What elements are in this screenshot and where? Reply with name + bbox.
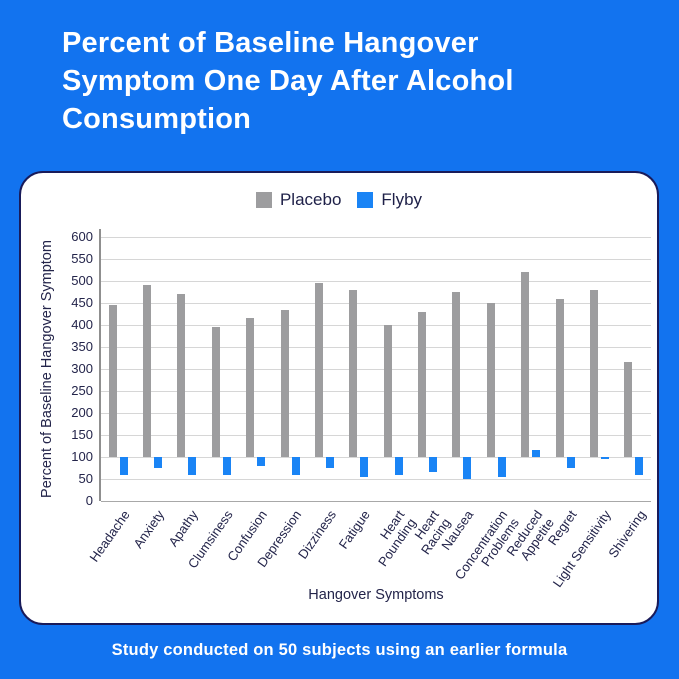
bar-placebo-concentration-problems [486,303,495,457]
gridline-300 [101,368,651,370]
y-tick-label-450: 450 [71,295,93,310]
legend-label-flyby: Flyby [381,190,423,209]
y-tick-label-600: 600 [71,229,93,244]
y-tick-label-500: 500 [71,273,93,288]
bar-placebo-clumsiness [211,327,220,457]
bar-flyby-clumsiness [222,457,231,475]
x-tick-label-fatigue: Fatigue [336,507,374,552]
gridline-200 [101,412,651,414]
y-tick-label-550: 550 [71,251,93,266]
bar-placebo-depression [280,309,289,457]
chart-card: Placebo Flyby Percent of Baseline Hangov… [19,171,659,625]
page-title-line-2: Symptom One Day After Alcohol [62,65,514,97]
gridline-450 [101,302,651,304]
gridline-500 [101,280,651,282]
bar-placebo-light-sensitivity [589,289,598,457]
gridline-600 [101,236,651,238]
bar-flyby-headache [119,457,128,475]
gridline-550 [101,258,651,260]
bar-flyby-nausea [463,457,472,479]
legend-swatch-flyby [357,192,374,208]
bar-flyby-fatigue [360,457,369,477]
gridline-400 [101,324,651,326]
bar-placebo-apathy [177,294,186,457]
bar-placebo-anxiety [143,285,152,457]
y-axis-title: Percent of Baseline Hangover Symptom [39,240,55,498]
chart-legend: Placebo Flyby [21,190,657,210]
y-axis-spine [99,229,101,501]
gridline-150 [101,434,651,436]
bar-placebo-heart-racing [418,311,427,457]
x-axis-title: Hangover Symptoms [308,587,444,603]
bar-placebo-fatigue [349,289,358,457]
bar-flyby-reduced-appetite [532,450,541,457]
bar-flyby-concentration-problems [497,457,506,477]
bar-flyby-heart-racing [429,457,438,473]
bar-flyby-heart-pounding [394,457,403,475]
y-tick-label-300: 300 [71,361,93,376]
page-title-line-3: Consumption [62,103,252,135]
gridline-100 [101,456,651,458]
gridline-250 [101,390,651,392]
y-tick-label-0: 0 [85,493,93,508]
page-title-line-1: Percent of Baseline Hangover [62,27,479,59]
bar-flyby-apathy [188,457,197,475]
bar-placebo-dizziness [314,283,323,457]
legend-label-placebo: Placebo [279,190,342,209]
bar-placebo-nausea [452,292,461,457]
legend-swatch-placebo [255,192,272,208]
y-tick-label-50: 50 [78,471,93,486]
bar-placebo-regret [555,298,564,457]
page-title: Percent of Baseline Hangover Symptom One… [62,24,642,138]
bar-flyby-light-sensitivity [600,457,609,460]
gridline-0 [101,500,651,502]
y-tick-label-250: 250 [71,383,93,398]
bar-flyby-confusion [257,457,266,466]
y-tick-label-350: 350 [71,339,93,354]
bar-flyby-shivering [635,457,644,475]
bar-flyby-depression [291,457,300,475]
bar-placebo-reduced-appetite [521,272,530,457]
y-tick-label-200: 200 [71,405,93,420]
bar-flyby-regret [566,457,575,468]
bar-placebo-shivering [624,362,633,457]
bar-placebo-heart-pounding [383,325,392,457]
y-tick-label-100: 100 [71,449,93,464]
x-tick-label-headache: Headache [86,507,133,565]
bar-flyby-dizziness [325,457,334,468]
bar-placebo-confusion [246,318,255,457]
x-tick-label-anxiety: Anxiety [130,507,168,551]
x-tick-label-apathy: Apathy [165,507,202,550]
bar-flyby-anxiety [154,457,163,468]
bar-placebo-headache [108,305,117,457]
y-tick-label-400: 400 [71,317,93,332]
gridline-50 [101,478,651,480]
gridline-350 [101,346,651,348]
footer-caption: Study conducted on 50 subjects using an … [111,641,568,659]
y-tick-label-150: 150 [71,427,93,442]
